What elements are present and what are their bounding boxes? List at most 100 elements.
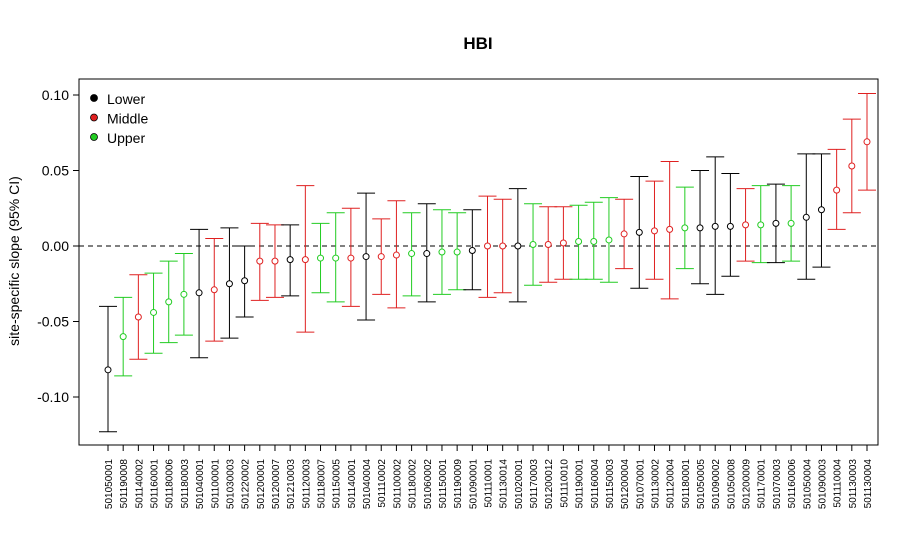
- point-estimate: [317, 254, 325, 262]
- error-bar: [782, 185, 801, 262]
- x-tick-label: 501150005: [332, 459, 343, 509]
- error-bar: [660, 160, 679, 300]
- legend-label: Middle: [107, 111, 148, 127]
- x-tick-label: 501140001: [347, 459, 358, 509]
- point-estimate: [726, 222, 734, 230]
- x-tick-label: 501020001: [514, 459, 525, 509]
- x-tick-label: 501130004: [863, 459, 874, 509]
- point-estimate: [863, 138, 871, 146]
- x-tick-label: 501190008: [119, 459, 130, 509]
- error-bar: [584, 201, 603, 280]
- point-estimate: [590, 237, 598, 245]
- error-bar: [524, 203, 543, 286]
- x-tick-label: 501140002: [134, 459, 145, 509]
- point-estimate: [408, 250, 416, 258]
- point-estimate: [165, 298, 173, 306]
- x-tick-label: 501050004: [802, 459, 813, 509]
- point-estimate: [392, 251, 400, 259]
- error-bar: [842, 118, 861, 214]
- error-bar: [645, 180, 664, 280]
- legend-marker: [90, 133, 98, 141]
- y-tick-label: 0.10: [42, 87, 69, 103]
- x-tick-label: 501150003: [605, 459, 616, 509]
- point-estimate: [559, 239, 567, 247]
- x-tick-label: 501160006: [787, 459, 798, 509]
- point-estimate: [499, 242, 507, 250]
- point-estimate: [362, 253, 370, 261]
- error-bar: [751, 185, 770, 264]
- point-estimate: [696, 224, 704, 232]
- error-bar: [827, 148, 846, 230]
- x-tick-label: 501040004: [362, 459, 373, 509]
- error-bar: [99, 305, 117, 433]
- x-tick-label: 501120004: [666, 459, 677, 509]
- x-tick-label: 501160001: [150, 459, 161, 509]
- x-tick-label: 501160004: [590, 459, 601, 509]
- error-bar: [129, 274, 148, 360]
- x-tick-label: 501050005: [696, 459, 707, 509]
- legend-label: Lower: [107, 91, 145, 107]
- x-tick-label: 501090003: [817, 459, 828, 509]
- legend-label: Upper: [107, 130, 145, 146]
- x-tick-label: 501090001: [468, 459, 479, 509]
- point-estimate: [529, 240, 537, 248]
- point-estimate: [180, 290, 188, 298]
- point-estimate: [484, 242, 491, 250]
- point-estimate: [256, 257, 264, 265]
- x-tick-label: 501050008: [726, 459, 737, 509]
- point-estimate: [301, 256, 309, 264]
- point-estimate: [544, 240, 552, 248]
- x-tick-label: 501210003: [286, 459, 297, 509]
- error-bar: [311, 222, 330, 294]
- x-tick-label: 501120003: [301, 459, 312, 509]
- point-estimate: [134, 313, 142, 321]
- error-bar: [599, 197, 618, 283]
- error-bar-marks: [99, 92, 876, 433]
- error-bar: [372, 218, 391, 295]
- y-tick-label: 0.00: [42, 238, 69, 254]
- x-tick-label: 501100001: [210, 459, 221, 509]
- error-bar: [706, 156, 725, 295]
- x-tick-label: 501070001: [635, 459, 646, 509]
- error-bar: [630, 176, 649, 289]
- error-bar: [736, 188, 755, 262]
- x-tick-label: 501200009: [742, 459, 753, 509]
- point-estimate: [286, 256, 294, 264]
- error-bar: [615, 198, 634, 270]
- error-bar: [478, 195, 497, 298]
- point-estimate: [575, 237, 583, 245]
- error-bar: [539, 206, 558, 283]
- error-bar: [858, 92, 876, 191]
- x-tick-label: 501070003: [772, 459, 783, 509]
- point-estimate: [438, 248, 446, 256]
- error-bar: [265, 224, 284, 298]
- error-bar: [812, 153, 831, 268]
- x-tick-label: 501180006: [165, 459, 176, 509]
- error-bar: [144, 272, 163, 354]
- x-tick-label: 501130014: [499, 459, 510, 509]
- x-tick-label: 501200012: [544, 459, 555, 509]
- chart-title: HBI: [463, 34, 492, 53]
- point-estimate: [347, 254, 355, 262]
- x-tick-label: 501170003: [529, 459, 540, 509]
- legend-marker: [90, 113, 98, 122]
- error-bar: [797, 153, 816, 280]
- point-estimate: [681, 224, 689, 232]
- point-estimate: [210, 286, 218, 294]
- x-tick-label: 501220002: [241, 459, 252, 509]
- error-bar: [417, 203, 436, 303]
- x-tick-label: 501030003: [225, 459, 236, 509]
- x-tick-label: 501180001: [681, 459, 692, 509]
- point-estimate: [650, 227, 658, 235]
- x-tick-label: 501150001: [438, 459, 449, 509]
- legend: Lower Middle Upper: [90, 91, 148, 146]
- y-tick-label: -0.05: [37, 314, 69, 330]
- x-tick-label: 501200007: [271, 459, 282, 509]
- x-tick-label: 501050001: [104, 459, 115, 509]
- point-estimate: [468, 247, 476, 255]
- x-tick-label: 501110010: [559, 459, 570, 508]
- error-bar: [326, 212, 345, 303]
- x-tick-label: 501180003: [180, 459, 191, 509]
- point-estimate: [332, 254, 340, 262]
